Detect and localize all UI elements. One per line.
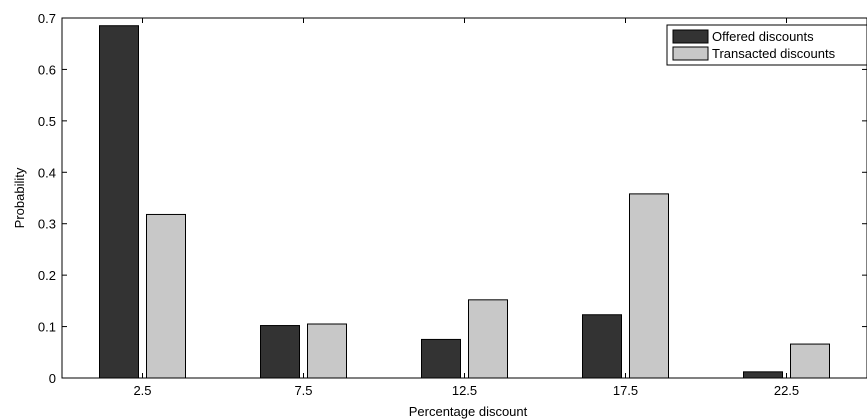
- y-tick-label: 0.1: [38, 320, 56, 335]
- y-tick-label: 0: [49, 371, 56, 386]
- x-tick-label: 17.5: [613, 383, 638, 398]
- x-tick-label: 7.5: [294, 383, 312, 398]
- bar-transacted-2.5: [146, 213, 186, 379]
- bar-transacted-7.5: [307, 323, 347, 379]
- bar-offered-22.5: [743, 371, 783, 379]
- y-tick-label: 0.6: [38, 62, 56, 77]
- x-tick-label: 12.5: [452, 383, 477, 398]
- legend: Offered discounts Transacted discounts: [666, 24, 867, 66]
- y-tick-label: 0.2: [38, 268, 56, 283]
- legend-swatch-offered: [672, 29, 709, 44]
- bar-offered-12.5: [421, 338, 461, 379]
- x-tick-label: 2.5: [133, 383, 151, 398]
- plot-area: [61, 17, 867, 379]
- legend-label-transacted: Transacted discounts: [712, 46, 836, 61]
- y-tick-label: 0.3: [38, 217, 56, 232]
- bars-group: [99, 25, 830, 379]
- y-tick-label: 0.7: [38, 11, 56, 26]
- legend-label-offered: Offered discounts: [712, 29, 814, 44]
- bar-offered-7.5: [260, 325, 300, 379]
- legend-swatch-transacted: [672, 46, 709, 61]
- y-tick-label: 0.4: [38, 165, 56, 180]
- bar-offered-2.5: [99, 25, 139, 379]
- x-axis-ticks: 2.5 7.5 12.5 17.5 22.5: [133, 18, 799, 398]
- y-axis-ticks: 0 0.1 0.2 0.3 0.4 0.5 0.6 0.7: [38, 11, 867, 386]
- bar-offered-17.5: [582, 314, 622, 379]
- bar-transacted-22.5: [790, 343, 830, 379]
- y-tick-label: 0.5: [38, 114, 56, 129]
- bar-transacted-17.5: [629, 193, 669, 379]
- x-axis-title: Percentage discount: [409, 404, 528, 419]
- bar-transacted-12.5: [468, 299, 508, 379]
- x-tick-label: 22.5: [774, 383, 799, 398]
- y-axis-title: Probability: [12, 167, 27, 228]
